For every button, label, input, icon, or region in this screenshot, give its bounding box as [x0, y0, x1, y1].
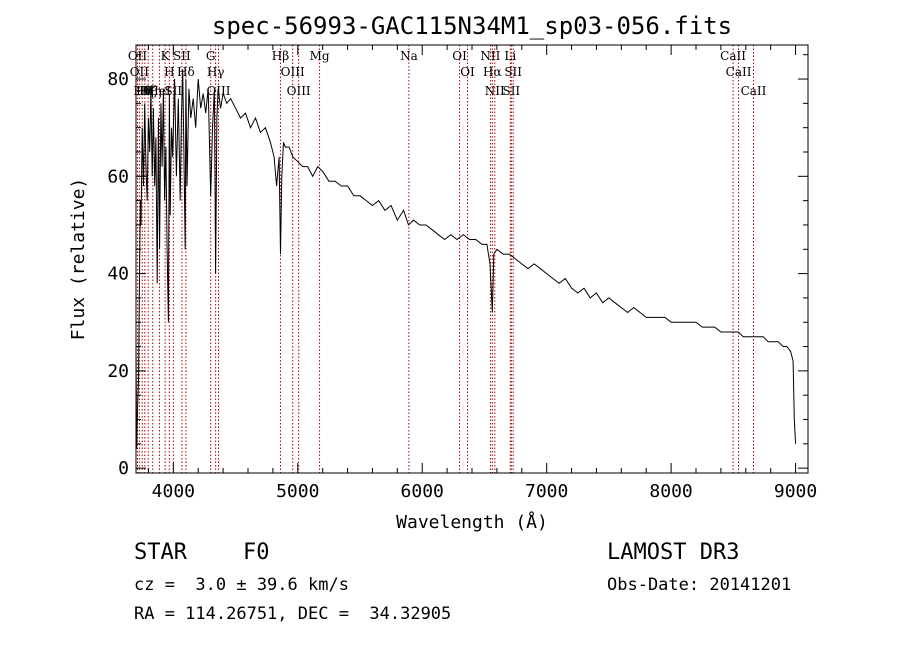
spectral-line-markers: [136, 45, 754, 473]
line-label: CaII: [741, 84, 767, 98]
line-label: SII: [173, 49, 191, 63]
line-label: Li: [504, 49, 516, 63]
line-label: NII: [485, 84, 505, 98]
line-label: G: [206, 49, 216, 63]
line-label: OII: [130, 65, 150, 79]
coordinates-info: RA = 114.26751, DEC = 34.32905: [134, 604, 452, 624]
x-tick-label: 6000: [401, 481, 444, 502]
line-label: K: [161, 49, 171, 63]
redshift-info: cz = 3.0 ± 39.6 km/s: [134, 575, 349, 595]
x-tick-label: 5000: [276, 481, 319, 502]
line-label: Mg: [310, 49, 330, 63]
x-tick-label: 4000: [152, 481, 195, 502]
line-label: Hη: [144, 84, 162, 98]
line-label: Na: [400, 49, 418, 63]
y-tick-label: 0: [118, 458, 129, 479]
line-label: Hβ: [272, 49, 289, 63]
obs-date-info: Obs-Date: 20141201: [607, 575, 792, 595]
line-label: Hθ: [133, 84, 151, 98]
y-tick-label: 40: [107, 264, 129, 285]
line-label: OIII: [287, 84, 311, 98]
line-label: CaII: [720, 49, 746, 63]
class-label: STAR: [134, 540, 187, 565]
line-label: OI: [460, 65, 475, 79]
x-tick-label: 7000: [525, 481, 568, 502]
line-label: Hη: [136, 84, 154, 98]
x-axis-ticks: 4000 5000 6000 7000 8000 9000: [147, 45, 817, 502]
line-label: Hα: [483, 65, 502, 79]
line-label: Hδ: [177, 65, 195, 79]
line-label: NII: [480, 49, 500, 63]
x-axis-label: Wavelength (Å): [396, 511, 548, 533]
line-label: Hζ: [140, 84, 157, 98]
x-tick-label: 9000: [774, 481, 817, 502]
y-axis-label: Flux (relative): [68, 178, 89, 341]
chart-title: spec-56993-GAC115N34M1_sp03-056.fits: [212, 12, 732, 40]
line-label: SII: [502, 84, 520, 98]
y-tick-label: 20: [107, 361, 129, 382]
line-label: OII: [128, 49, 148, 63]
line-label: SII: [164, 84, 182, 98]
plot-frame: [135, 44, 809, 474]
y-tick-label: 80: [107, 69, 129, 90]
line-label: CaII: [726, 65, 752, 79]
line-label: OIII: [281, 65, 305, 79]
line-label: H: [164, 65, 174, 79]
y-tick-label: 60: [107, 166, 129, 187]
survey-label: LAMOST DR3: [607, 540, 740, 565]
y-axis-ticks: 0 20 40 60 80: [107, 54, 808, 479]
line-label: SII: [504, 65, 522, 79]
x-tick-label: 8000: [649, 481, 692, 502]
flux-series-line: [135, 69, 797, 449]
subclass-label: F0: [243, 540, 270, 565]
line-label: HeI: [148, 84, 171, 98]
line-label: Hγ: [207, 65, 225, 79]
line-label: OI: [452, 49, 467, 63]
